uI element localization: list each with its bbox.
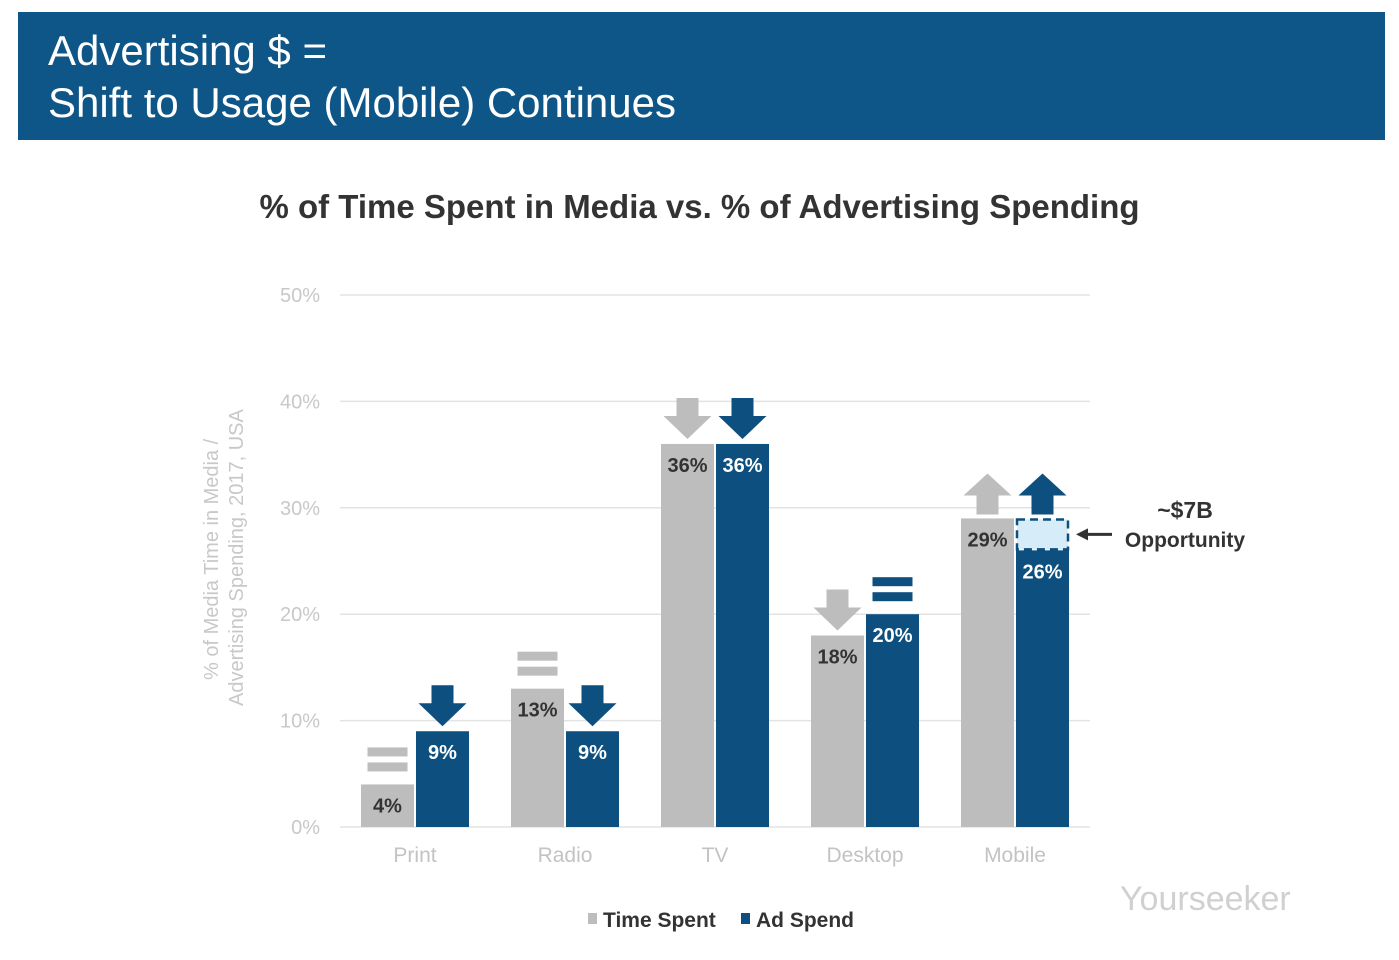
x-tick-label: Radio (538, 844, 593, 867)
arrow-down-icon (663, 397, 712, 439)
chart-title: % of Time Spent in Media vs. % of Advert… (259, 188, 1140, 225)
legend-label-time-spent: Time Spent (603, 909, 716, 932)
no-change-icon (872, 577, 913, 587)
bar-time-spent (811, 635, 864, 827)
legend-label-ad-spend: Ad Spend (756, 909, 854, 932)
arrow-down-icon (813, 589, 862, 631)
y-tick-label: 0% (291, 817, 320, 839)
data-label: 26% (1022, 561, 1062, 583)
x-tick-label: Print (393, 844, 436, 867)
arrow-down-icon (718, 397, 767, 439)
data-label: 29% (967, 529, 1007, 551)
bar-ad-spend (866, 614, 919, 827)
bar-ad-spend (716, 443, 769, 827)
legend-swatch-time-spent (588, 913, 597, 924)
annotation-amount: ~$7B (1157, 497, 1213, 523)
no-change-icon (517, 651, 558, 661)
data-label: 36% (722, 455, 762, 477)
bar-ad-spend (1016, 550, 1069, 827)
no-change-icon (367, 747, 408, 757)
opportunity-gap-box (1015, 518, 1070, 551)
no-change-icon (872, 592, 913, 602)
data-label: 9% (578, 742, 607, 764)
annotation-arrowhead-icon (1076, 528, 1088, 541)
bar-time-spent (961, 518, 1014, 827)
data-label: 36% (667, 455, 707, 477)
data-label: 18% (817, 646, 857, 668)
arrow-down-icon (568, 685, 617, 727)
watermark: Yourseeker (1120, 880, 1291, 918)
header-banner: Advertising $ = Shift to Usage (Mobile) … (18, 12, 1385, 140)
no-change-icon (367, 762, 408, 772)
arrow-up-icon (1018, 473, 1067, 515)
data-label: 20% (872, 625, 912, 647)
data-label: 9% (428, 742, 457, 764)
data-label: 13% (517, 700, 557, 722)
bar-time-spent (361, 784, 414, 827)
legend: Time Spent Ad Spend (588, 909, 854, 932)
y-tick-label: 10% (280, 711, 320, 733)
y-tick-label: 40% (280, 391, 320, 413)
data-label: 4% (373, 795, 402, 817)
bar-ad-spend (416, 731, 469, 827)
bar-time-spent (511, 688, 564, 827)
y-tick-label: 20% (280, 604, 320, 626)
arrow-up-icon (963, 473, 1012, 515)
y-tick-label: 50% (280, 285, 320, 307)
header-line-2: Shift to Usage (Mobile) Continues (48, 79, 676, 126)
arrow-down-icon (418, 685, 467, 727)
y-tick-label: 30% (280, 498, 320, 520)
legend-swatch-ad-spend (741, 913, 750, 924)
no-change-icon (517, 666, 558, 676)
annotation-label: Opportunity (1125, 529, 1245, 552)
bar-time-spent (661, 443, 714, 827)
y-axis-label-line-2: Advertising Spending, 2017, USA (226, 408, 248, 706)
header-line-1: Advertising $ = (48, 27, 327, 74)
x-tick-label: TV (702, 844, 729, 867)
x-tick-label: Desktop (826, 844, 903, 867)
bar-ad-spend (566, 731, 619, 827)
x-tick-label: Mobile (984, 844, 1046, 867)
y-axis-label-line-1: % of Media Time in Media / (201, 438, 223, 680)
